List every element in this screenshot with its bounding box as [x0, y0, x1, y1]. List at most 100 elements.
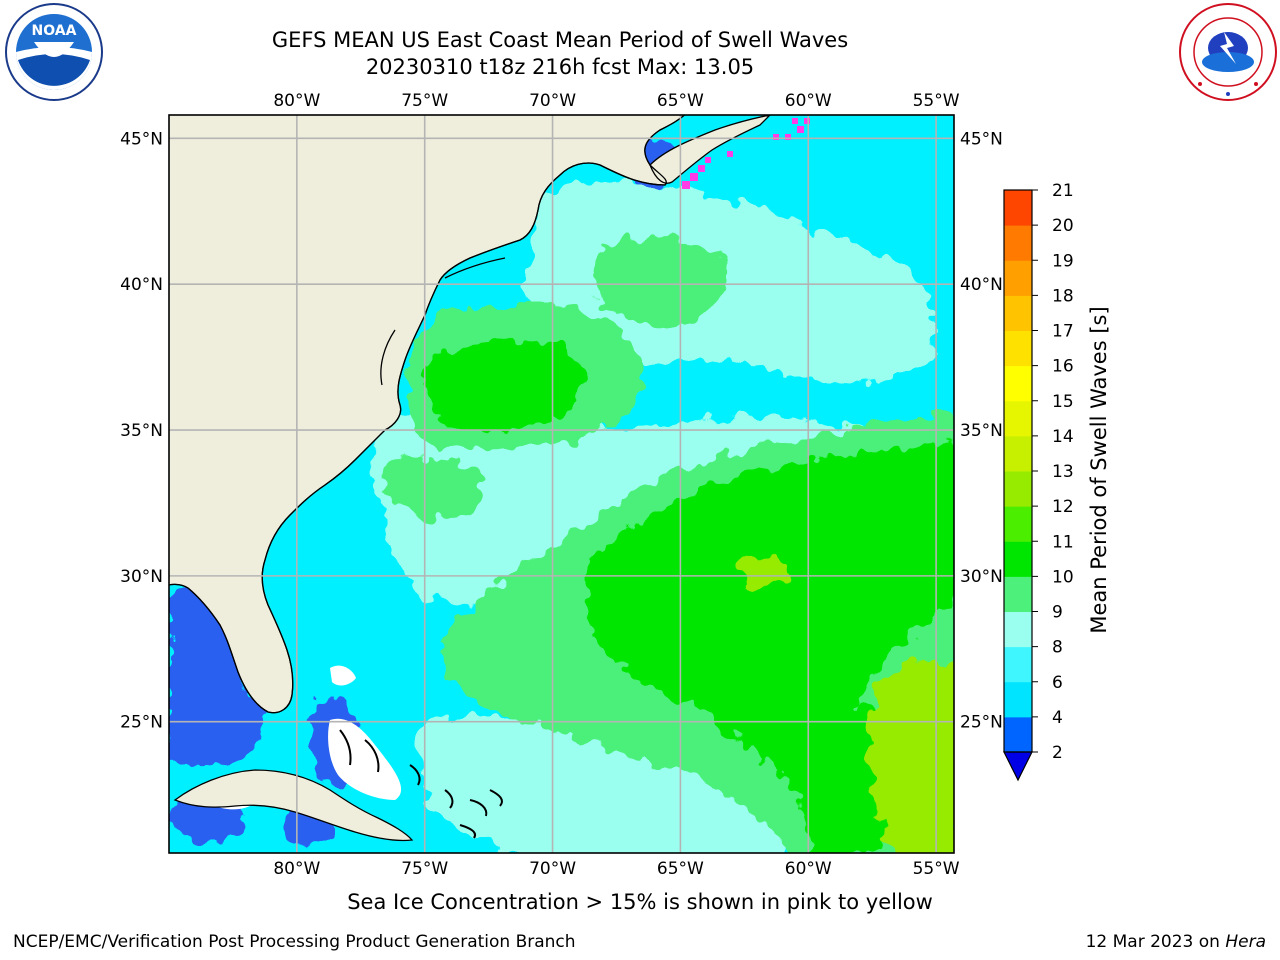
sea-ice-cell	[797, 126, 804, 133]
island	[469, 799, 488, 817]
footer-date-text: 12 Mar 2023 on	[1085, 932, 1226, 952]
lat-label-left: 30°N	[120, 567, 163, 587]
field-period-10-11-central	[585, 440, 954, 830]
colorbar-segment	[1004, 190, 1032, 226]
colorbar-tick-label: 17	[1052, 322, 1074, 342]
sea-ice-cell	[705, 157, 711, 163]
lon-label-top: 75°W	[401, 91, 448, 111]
island	[364, 739, 380, 773]
colorbar-segment	[1004, 611, 1032, 648]
lon-label-bottom: 75°W	[401, 859, 448, 879]
colorbar-tick-label: 8	[1052, 638, 1063, 658]
sea-ice-cell	[804, 118, 810, 124]
island	[409, 764, 421, 786]
lat-label-right: 35°N	[960, 421, 1003, 441]
lon-label-bottom: 70°W	[529, 859, 576, 879]
sea-ice-markers	[682, 118, 810, 189]
lat-label-left: 40°N	[120, 275, 163, 295]
island	[444, 789, 454, 809]
field-period-9-10-patch	[384, 456, 483, 520]
footer-date: 12 Mar 2023 on Hera	[1086, 932, 1266, 952]
bahamas-islands	[339, 729, 503, 839]
longitude-labels-bottom: 80°W 75°W 70°W 65°W 60°W 55°W	[273, 859, 959, 879]
colorbar-tick-label: 20	[1052, 216, 1074, 236]
colorbar-segment	[1004, 471, 1032, 507]
field-period-8-9-north	[527, 181, 937, 384]
lon-label-top: 65°W	[657, 91, 704, 111]
lat-label-right: 45°N	[960, 129, 1003, 149]
map-subtitle-forecast: 20230310 t18z 216h fcst Max: 13.05	[365, 55, 755, 79]
lat-label-left: 25°N	[120, 713, 163, 733]
latitude-labels-left: 45°N 40°N 35°N 30°N 25°N	[120, 129, 163, 732]
noaa-logo-text: NOAA	[32, 23, 77, 39]
colorbar-tick-label: 15	[1052, 392, 1074, 412]
lon-label-top: 60°W	[785, 91, 832, 111]
colorbar-segment	[1004, 260, 1032, 296]
colorbar-tick-label: 14	[1052, 427, 1074, 447]
colorbar-segment	[1004, 716, 1032, 753]
lat-label-left: 35°N	[120, 421, 163, 441]
footer-credit: NCEP/EMC/Verification Post Processing Pr…	[13, 932, 576, 952]
colorbar-tick-label: 4	[1052, 708, 1063, 728]
colorbar-tick-label: 19	[1052, 251, 1074, 271]
sea-ice-cell	[690, 173, 698, 181]
sea-ice-note: Sea Ice Concentration > 15% is shown in …	[347, 890, 933, 914]
coastline-long-island	[444, 257, 506, 279]
lon-label-bottom: 80°W	[273, 859, 320, 879]
colorbar-segment	[1004, 330, 1032, 367]
island	[489, 789, 503, 807]
lat-label-left: 45°N	[120, 129, 163, 149]
colorbar-segment	[1004, 400, 1032, 437]
colorbar-tick-label: 10	[1052, 567, 1074, 587]
field-period-11-13-patch	[737, 554, 790, 587]
colorbar-segment	[1004, 435, 1032, 472]
colorbar-tick-label: 13	[1052, 462, 1074, 482]
field-period-11-13-southeast	[867, 662, 954, 853]
map-frame	[168, 114, 955, 854]
graticule	[169, 115, 954, 853]
sea-ice-cell	[785, 134, 791, 140]
sea-ice-cell	[682, 181, 690, 189]
footer-host: Hera	[1225, 932, 1266, 952]
colorbar-tick-label: 2	[1052, 743, 1063, 763]
lon-label-top: 70°W	[529, 91, 576, 111]
coastline-chesapeake	[380, 329, 396, 386]
sea-ice-cell	[698, 165, 705, 172]
field-period-9-10-upper	[592, 237, 729, 324]
island	[339, 729, 352, 766]
colorbar-tick-label: 21	[1052, 181, 1074, 201]
colorbar-under-arrow	[1003, 751, 1033, 782]
colorbar: 2 4 6 8 9 10 11 12 13 14 15 16 17 18 19 20 21	[1003, 181, 1074, 782]
island	[459, 824, 476, 839]
lat-label-right: 40°N	[960, 275, 1003, 295]
colorbar-tick-label: 6	[1052, 673, 1063, 693]
longitude-labels-top: 80°W 75°W 70°W 65°W 60°W 55°W	[273, 91, 959, 111]
colorbar-segment	[1004, 506, 1032, 542]
sea-ice-cell	[773, 134, 779, 140]
colorbar-segment	[1004, 646, 1032, 683]
lat-label-right: 30°N	[960, 567, 1003, 587]
land-cuba	[173, 769, 414, 842]
colorbar-segment	[1004, 295, 1032, 331]
lon-label-bottom: 60°W	[785, 859, 832, 879]
colorbar-tick-label: 12	[1052, 497, 1074, 517]
colorbar-label: Mean Period of Swell Waves [s]	[1087, 306, 1111, 633]
colorbar-tick-label: 16	[1052, 357, 1074, 377]
lon-label-bottom: 65°W	[657, 859, 704, 879]
no-data-florida-bay	[330, 665, 356, 686]
noaa-logo: NOAA	[5, 3, 103, 101]
field-period-2-4-caribbean	[172, 798, 246, 842]
sea-ice-cell	[792, 118, 798, 124]
field-period-10-11-north	[426, 340, 584, 431]
nws-logo	[1179, 3, 1277, 101]
lon-label-bottom: 55°W	[913, 859, 960, 879]
colorbar-segment	[1004, 541, 1032, 577]
map-title: GEFS MEAN US East Coast Mean Period of S…	[271, 28, 849, 52]
sea-ice-cell	[727, 151, 733, 157]
colorbar-tick-label: 9	[1052, 603, 1063, 623]
lat-label-right: 25°N	[960, 713, 1003, 733]
colorbar-segment	[1004, 681, 1032, 718]
latitude-labels-right: 45°N 40°N 35°N 30°N 25°N	[960, 129, 1003, 732]
